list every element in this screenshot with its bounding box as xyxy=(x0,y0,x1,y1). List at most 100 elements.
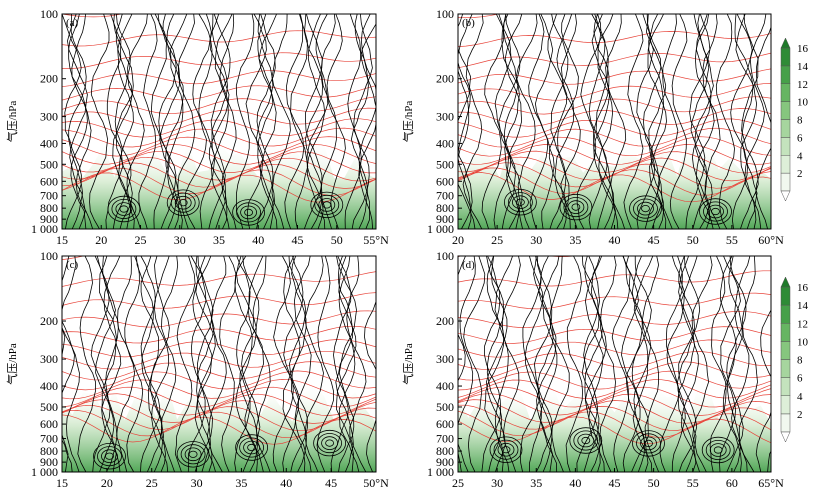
streamline xyxy=(167,14,188,229)
x-tick-label: 20 xyxy=(95,233,107,247)
streamline xyxy=(539,256,560,472)
x-tick-label: 60°N xyxy=(758,233,784,247)
x-tick-label: 40 xyxy=(280,476,292,490)
x-tick-label: 50 xyxy=(648,476,660,490)
moisture-shading xyxy=(458,384,771,472)
streamline xyxy=(694,14,715,229)
streamline-vortex xyxy=(325,439,335,447)
streamline xyxy=(515,14,538,229)
colorbar-tick-label: 14 xyxy=(797,300,809,312)
streamline xyxy=(694,14,714,229)
streamline-vortex xyxy=(573,430,599,451)
colorbar-tick-label: 10 xyxy=(797,97,809,109)
colorbar-tick-label: 12 xyxy=(797,318,808,330)
y-axis-label: 气压/hPa xyxy=(5,101,19,143)
streamline xyxy=(236,256,258,472)
streamline xyxy=(344,14,362,229)
contour-line xyxy=(62,52,376,69)
streamline xyxy=(234,256,258,472)
streamline xyxy=(219,256,237,472)
colorbar-segment xyxy=(780,119,791,138)
y-tick-label: 100 xyxy=(436,7,454,21)
streamline xyxy=(702,14,721,229)
x-tick-label: 50 xyxy=(331,233,343,247)
streamline xyxy=(303,14,323,229)
streamline xyxy=(235,14,255,229)
streamline-vortex xyxy=(703,201,728,222)
streamline-vortex xyxy=(178,199,188,207)
y-tick-label: 400 xyxy=(436,379,454,393)
streamline xyxy=(621,256,641,472)
y-tick-label: 900 xyxy=(436,212,454,226)
colorbar-segment xyxy=(780,377,791,396)
streamline xyxy=(605,14,627,229)
streamline xyxy=(113,14,134,229)
streamline xyxy=(160,256,179,472)
y-tick-label: 800 xyxy=(40,201,58,215)
x-tick-label: 55 xyxy=(687,476,699,490)
streamline xyxy=(306,14,329,229)
streamline xyxy=(645,14,667,229)
streamline xyxy=(256,14,276,229)
streamline xyxy=(206,256,227,472)
streamline xyxy=(669,14,688,229)
streamline xyxy=(730,14,753,229)
y-tick-label: 700 xyxy=(436,432,454,446)
y-tick-label: 600 xyxy=(436,417,454,431)
x-tick-label: 35 xyxy=(569,233,581,247)
streamline xyxy=(95,256,116,472)
streamline xyxy=(244,256,264,472)
streamline xyxy=(726,256,747,472)
streamline xyxy=(677,256,697,472)
streamline xyxy=(534,14,555,229)
contour-line xyxy=(62,14,124,18)
x-tick-label: 15 xyxy=(56,233,68,247)
contour-line xyxy=(458,14,501,19)
x-tick-label: 45 xyxy=(325,476,337,490)
streamline xyxy=(116,256,136,472)
streamline xyxy=(105,14,124,229)
streamline-vortex xyxy=(115,202,133,216)
streamline xyxy=(727,256,743,472)
y-tick-label: 900 xyxy=(436,455,454,469)
streamline xyxy=(335,256,354,472)
contour-line xyxy=(62,127,376,148)
streamline xyxy=(458,14,476,229)
streamline xyxy=(290,14,309,229)
streamline xyxy=(740,14,759,229)
colorbar-tick-label: 4 xyxy=(797,150,803,162)
colorbar-segment xyxy=(780,172,791,192)
colorbar-segment xyxy=(780,304,791,324)
streamline xyxy=(642,256,660,472)
streamline xyxy=(647,14,667,229)
streamline-vortex xyxy=(641,205,650,213)
streamline xyxy=(623,14,644,229)
plot-area xyxy=(62,256,376,472)
streamline xyxy=(304,256,324,472)
streamline xyxy=(458,256,476,472)
streamline-vortex xyxy=(188,450,198,458)
contour-line xyxy=(62,172,376,203)
streamline xyxy=(631,256,652,472)
streamline xyxy=(124,256,144,472)
streamline xyxy=(632,256,654,472)
streamline-vortex xyxy=(243,440,261,455)
colorbar-tick-label: 14 xyxy=(797,61,809,73)
y-tick-label: 1 000 xyxy=(427,222,454,236)
contour-line xyxy=(62,370,376,391)
streamline xyxy=(720,256,742,472)
x-tick-label: 35 xyxy=(530,476,542,490)
x-tick-label: 55 xyxy=(726,233,738,247)
streamline xyxy=(284,14,305,229)
contour-line xyxy=(458,410,771,438)
streamline xyxy=(503,14,523,229)
contour-line xyxy=(458,326,771,344)
streamline-vortex xyxy=(632,430,665,457)
streamline-vortex xyxy=(232,199,266,226)
streamline xyxy=(734,14,758,229)
y-tick-label: 500 xyxy=(436,157,454,171)
streamline-vortex xyxy=(629,195,662,222)
y-tick-label: 300 xyxy=(40,110,58,124)
y-axis-label: 气压/hPa xyxy=(401,101,415,143)
streamline xyxy=(549,256,570,472)
